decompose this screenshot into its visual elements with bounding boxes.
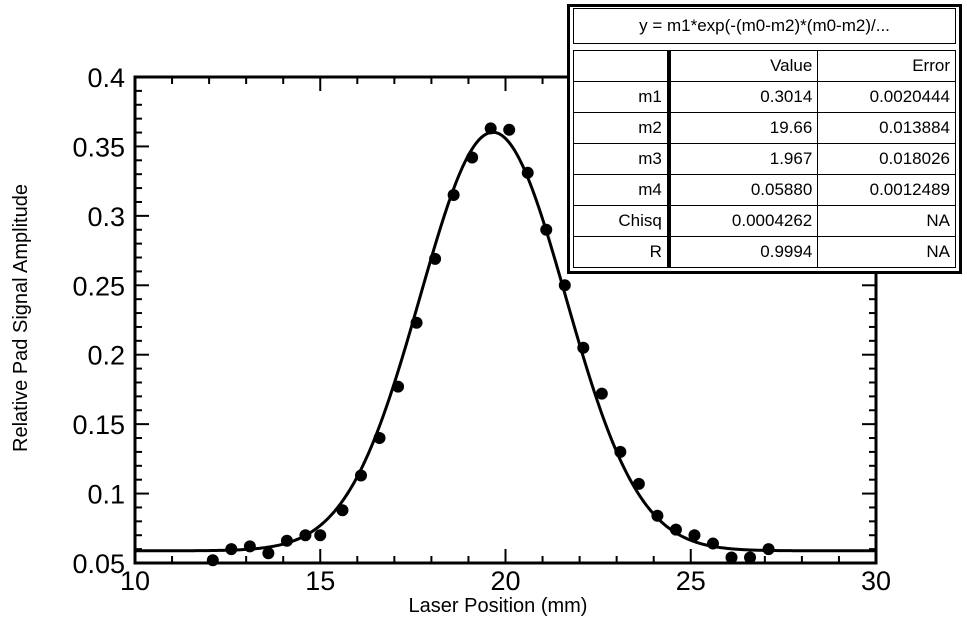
tick-labels: 10 15 20 25 30 0.05 0.1 0.15 0.2 0.25 0.3 0.35 0.4 <box>72 63 891 596</box>
y-tick-label: 0.3 <box>87 202 125 232</box>
y-tick-label: 0.15 <box>72 410 125 440</box>
fit-table-cell: NA <box>817 205 956 237</box>
data-point <box>355 469 368 482</box>
y-tick-label: 0.05 <box>72 549 125 579</box>
data-point <box>521 166 534 179</box>
fit-equation: y = m1*exp(-(m0-m2)*(m0-m2)/... <box>573 8 956 44</box>
fit-table-cell: 0.05880 <box>668 174 819 206</box>
data-point <box>688 529 701 542</box>
fit-table-cell: Chisq <box>572 205 671 237</box>
fit-curve <box>135 130 876 553</box>
y-axis-title: Relative Pad Signal Amplitude <box>10 184 32 452</box>
data-point <box>466 151 479 164</box>
fit-table-row: R 0.9994 NA <box>572 236 956 268</box>
fit-table-cell: m4 <box>572 174 671 206</box>
x-tick-label: 25 <box>676 566 706 596</box>
y-tick-label: 0.25 <box>72 271 125 301</box>
data-point <box>410 316 423 329</box>
data-point <box>595 387 608 400</box>
data-point <box>632 477 645 490</box>
fit-table-cell: m2 <box>572 112 671 144</box>
fit-table-cell: 0.013884 <box>817 112 956 144</box>
fit-table-cell: 19.66 <box>668 112 819 144</box>
y-tick-label: 0.35 <box>72 132 125 162</box>
x-axis-title: Laser Position (mm) <box>409 595 588 617</box>
data-point <box>262 547 275 560</box>
fit-table-cell: 0.0012489 <box>817 174 956 206</box>
fit-table-header: Value Error <box>572 50 956 82</box>
data-point <box>762 543 775 556</box>
data-point <box>429 252 442 265</box>
data-point <box>744 551 757 564</box>
fit-table-header-cell: Value <box>668 50 819 82</box>
fit-table-row: m1 0.3014 0.0020444 <box>572 81 956 113</box>
fit-table-cell: 0.9994 <box>668 236 819 268</box>
data-point <box>280 534 293 547</box>
data-point <box>392 380 405 393</box>
y-tick-label: 0.2 <box>87 341 125 371</box>
data-point <box>314 529 327 542</box>
data-point <box>225 543 238 556</box>
fit-table-cell: R <box>572 236 671 268</box>
data-point <box>447 189 460 202</box>
data-points <box>206 122 775 567</box>
fit-table-cell: 0.3014 <box>668 81 819 113</box>
fit-table-cell: m1 <box>572 81 671 113</box>
data-point <box>651 509 664 522</box>
x-tick-label: 30 <box>861 566 891 596</box>
fit-table-cell: 0.018026 <box>817 143 956 175</box>
data-point <box>503 123 516 136</box>
fit-table-row: m3 1.967 0.018026 <box>572 143 956 175</box>
fit-table-row: m4 0.05880 0.0012489 <box>572 174 956 206</box>
data-point <box>299 529 312 542</box>
fit-table-cell: 0.0004262 <box>668 205 819 237</box>
y-tick-label: 0.1 <box>87 480 125 510</box>
fit-table-header-cell: Error <box>817 50 956 82</box>
data-point <box>484 122 497 135</box>
data-point <box>336 504 349 517</box>
fit-table-header-cell <box>572 50 671 82</box>
data-point <box>540 223 553 236</box>
fit-table-cell: 0.0020444 <box>817 81 956 113</box>
x-tick-label: 20 <box>490 566 520 596</box>
data-point <box>725 551 738 564</box>
data-point <box>706 537 719 550</box>
fit-table-row: Chisq 0.0004262 NA <box>572 205 956 237</box>
data-point <box>243 540 256 553</box>
y-tick-label: 0.4 <box>87 63 125 93</box>
x-tick-label: 15 <box>305 566 335 596</box>
data-point <box>206 554 219 567</box>
fit-table-cell: 1.967 <box>668 143 819 175</box>
fit-table-cell: NA <box>817 236 956 268</box>
data-point <box>577 341 590 354</box>
fit-table-row: m2 19.66 0.013884 <box>572 112 956 144</box>
data-point <box>669 523 682 536</box>
data-point <box>373 432 386 445</box>
fit-table-cell: m3 <box>572 143 671 175</box>
x-tick-label: 10 <box>120 566 150 596</box>
fit-results-table: Value Error m1 0.3014 0.0020444 m2 19.66 0.0138… <box>572 50 956 268</box>
data-point <box>614 445 627 458</box>
data-point <box>558 279 571 292</box>
